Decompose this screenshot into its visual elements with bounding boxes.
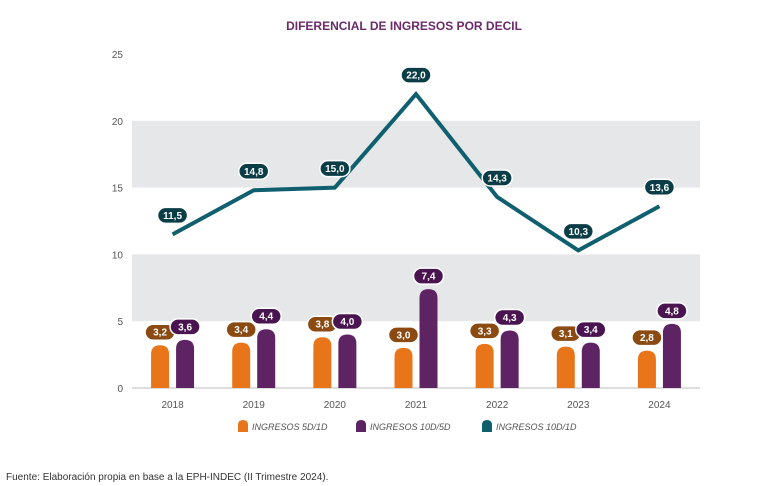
data-label-10d-1d-bg [156, 206, 189, 225]
bar-10d-5d [176, 339, 195, 388]
data-label-10d-5d: 7,4 [422, 272, 436, 283]
data-label-10d-5d: 4,3 [503, 313, 517, 324]
income-differential-chart: DIFERENCIAL DE INGRESOS POR DECIL 0 5 10 15… [112, 19, 700, 432]
data-label-5d-1d-bg [387, 326, 420, 344]
x-tick-label: 2018 [161, 400, 184, 411]
y-tick-label: 5 [117, 317, 123, 328]
bar-5d-1d [556, 346, 575, 388]
data-label-5d-1d: 3,8 [315, 320, 329, 331]
bar-5d-1d [232, 342, 251, 388]
y-tick-label: 0 [117, 384, 123, 395]
legend-label: INGRESOS 10D/1D [496, 422, 577, 432]
bar-5d-1d [313, 337, 332, 388]
data-label-10d-1d-bg [481, 169, 513, 187]
data-label-10d-1d: 15,0 [325, 164, 345, 175]
data-label-10d-5d-bg [331, 312, 364, 331]
data-label-10d-5d-bg [169, 318, 201, 336]
bar-5d-1d [151, 345, 170, 388]
x-tick-label: 2020 [324, 400, 347, 411]
data-label-10d-5d-bg [575, 320, 607, 339]
y-tick-label: 15 [112, 184, 124, 195]
data-label-5d-1d: 3,2 [153, 328, 167, 339]
data-label-10d-1d: 10,3 [569, 227, 589, 238]
data-label-10d-5d-bg [493, 308, 526, 327]
y-tick-label: 20 [112, 117, 124, 128]
data-label-5d-1d: 3,1 [559, 329, 573, 340]
data-label-10d-1d-bg [643, 178, 676, 197]
data-label-10d-5d: 4,8 [665, 306, 679, 317]
y-tick-label: 25 [112, 50, 124, 61]
x-tick-label: 2023 [567, 400, 590, 411]
data-label-10d-5d-bg [656, 302, 688, 320]
data-label-10d-1d: 14,3 [487, 173, 507, 184]
data-label-5d-1d: 3,0 [397, 330, 411, 341]
legend-swatch [356, 420, 366, 432]
chart-title: DIFERENCIAL DE INGRESOS POR DECIL [286, 19, 522, 33]
data-label-10d-1d-bg [562, 222, 595, 241]
x-tick-label: 2021 [405, 400, 428, 411]
data-label-10d-1d: 14,8 [244, 167, 264, 178]
x-tick-label: 2022 [486, 400, 509, 411]
x-tick-label: 2024 [648, 400, 671, 411]
bar-10d-5d [419, 289, 438, 388]
data-label-10d-5d: 4,4 [259, 312, 273, 323]
bar-5d-1d [475, 343, 494, 388]
source-note: Fuente: Elaboración propia en base a la … [6, 472, 329, 483]
data-label-5d-1d: 3,3 [478, 326, 492, 337]
legend-label: INGRESOS 10D/5D [370, 422, 451, 432]
data-label-5d-1d-bg [468, 322, 501, 340]
data-label-5d-1d: 3,4 [234, 325, 248, 336]
data-label-10d-1d-bg [400, 66, 432, 84]
data-label-10d-1d: 11,5 [163, 211, 182, 222]
grid-band [132, 120, 700, 188]
y-tick-label: 10 [112, 250, 124, 261]
data-label-10d-1d: 13,6 [650, 183, 670, 194]
grid-band [132, 254, 700, 322]
data-label-10d-5d: 3,4 [584, 325, 598, 336]
bar-10d-5d [500, 330, 519, 388]
data-label-10d-1d-bg [237, 162, 270, 181]
data-label-5d-1d-bg [225, 320, 257, 339]
data-label-10d-1d: 22,0 [406, 71, 426, 82]
legend-swatch [482, 420, 492, 432]
data-label-10d-5d: 3,6 [178, 322, 192, 333]
bar-10d-5d [581, 342, 600, 388]
bar-5d-1d [637, 350, 656, 388]
data-label-5d-1d: 2,8 [640, 333, 654, 344]
bar-5d-1d [394, 347, 413, 388]
legend-label: INGRESOS 5D/1D [252, 422, 328, 432]
bar-10d-5d [338, 334, 357, 388]
x-tick-label: 2019 [243, 400, 266, 411]
legend-swatch [238, 420, 248, 432]
data-label-10d-5d-bg [250, 307, 282, 325]
data-label-10d-5d-bg [412, 267, 445, 285]
data-label-10d-5d: 4,0 [340, 317, 354, 328]
bar-10d-5d [662, 323, 681, 388]
data-label-5d-1d-bg [631, 328, 663, 347]
data-label-10d-1d-bg [319, 159, 351, 178]
bar-10d-5d [257, 329, 276, 388]
